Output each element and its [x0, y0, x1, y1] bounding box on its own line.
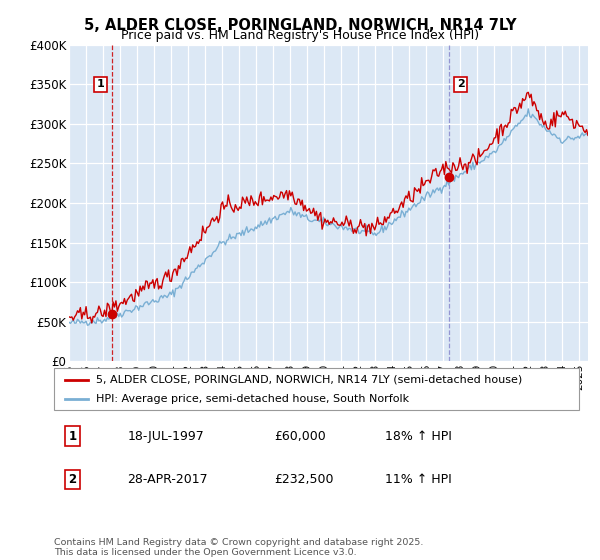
- Text: 1: 1: [68, 430, 76, 442]
- Text: 1: 1: [97, 80, 104, 90]
- Text: 18% ↑ HPI: 18% ↑ HPI: [385, 430, 452, 442]
- Text: 5, ALDER CLOSE, PORINGLAND, NORWICH, NR14 7LY: 5, ALDER CLOSE, PORINGLAND, NORWICH, NR1…: [84, 18, 516, 33]
- Text: 11% ↑ HPI: 11% ↑ HPI: [385, 473, 452, 486]
- Text: 18-JUL-1997: 18-JUL-1997: [128, 430, 204, 442]
- Text: £60,000: £60,000: [275, 430, 326, 442]
- Text: 2: 2: [68, 473, 76, 486]
- Text: 28-APR-2017: 28-APR-2017: [128, 473, 208, 486]
- Text: Contains HM Land Registry data © Crown copyright and database right 2025.
This d: Contains HM Land Registry data © Crown c…: [54, 538, 424, 557]
- Text: £232,500: £232,500: [275, 473, 334, 486]
- Text: HPI: Average price, semi-detached house, South Norfolk: HPI: Average price, semi-detached house,…: [96, 394, 409, 404]
- Text: 5, ALDER CLOSE, PORINGLAND, NORWICH, NR14 7LY (semi-detached house): 5, ALDER CLOSE, PORINGLAND, NORWICH, NR1…: [96, 375, 522, 385]
- Text: Price paid vs. HM Land Registry's House Price Index (HPI): Price paid vs. HM Land Registry's House …: [121, 29, 479, 42]
- Text: 2: 2: [457, 80, 464, 90]
